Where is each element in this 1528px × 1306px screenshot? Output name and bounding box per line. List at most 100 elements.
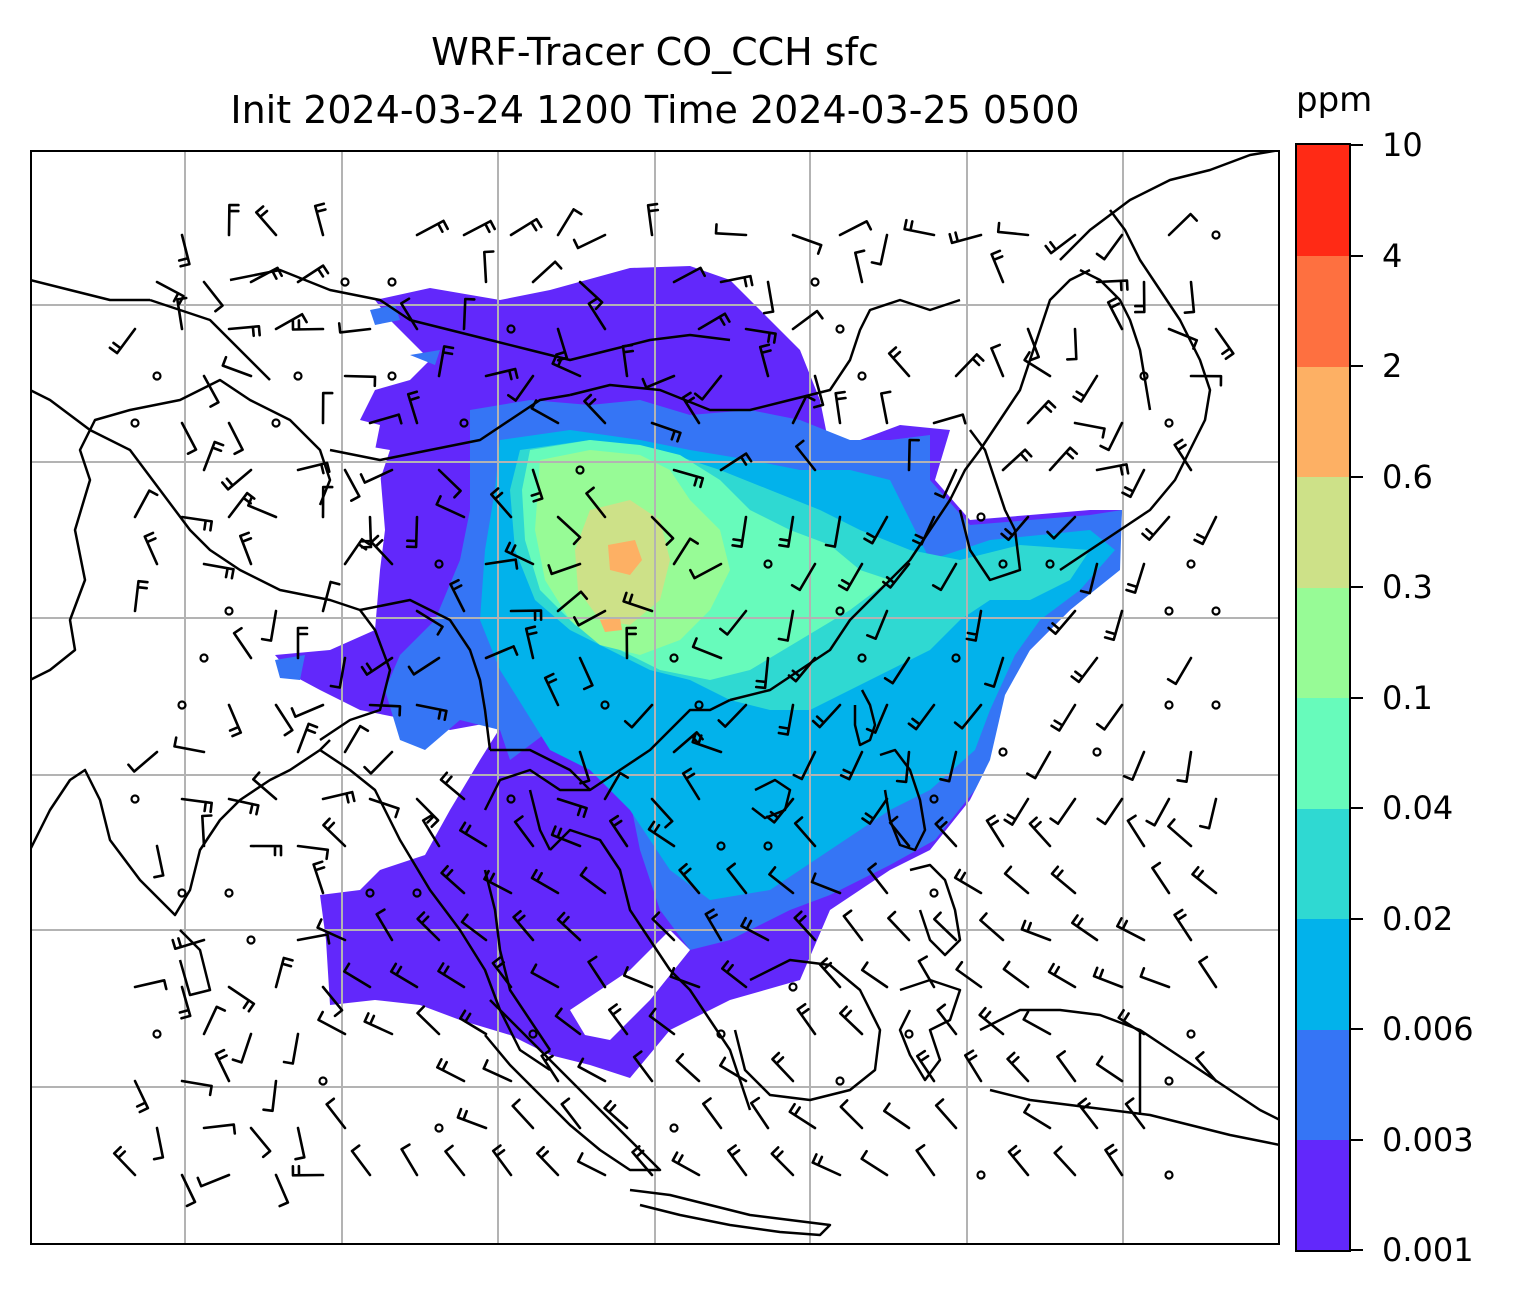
concentration-contour xyxy=(370,305,400,325)
wind-barb xyxy=(176,296,188,331)
wind-barb xyxy=(609,814,629,848)
wind-barb xyxy=(744,327,777,344)
wind-barb xyxy=(810,872,842,895)
wind-barb xyxy=(484,367,519,381)
wind-barb xyxy=(153,844,165,879)
calm-wind-circle xyxy=(318,1076,328,1086)
wind-barb xyxy=(990,249,1005,284)
wind-barb xyxy=(504,541,535,566)
wind-barb xyxy=(321,580,341,613)
wind-barb xyxy=(933,911,958,942)
calm-wind-circle xyxy=(976,1170,986,1180)
calm-wind-circle xyxy=(506,324,516,334)
wind-barb xyxy=(754,656,770,690)
wind-barb xyxy=(415,703,448,721)
wind-barb xyxy=(313,202,327,237)
wind-barb xyxy=(691,637,723,660)
coastline xyxy=(733,958,882,1102)
field-gap xyxy=(730,990,830,1085)
coastlines-borders xyxy=(30,150,1280,1237)
wind-barb xyxy=(1046,515,1077,540)
wind-barb xyxy=(1077,1097,1099,1130)
wind-barb xyxy=(996,221,1030,237)
calm-wind-circle xyxy=(976,512,986,522)
wind-barb xyxy=(907,438,920,472)
wind-barb xyxy=(888,815,911,848)
colorbar-segment xyxy=(1297,1139,1349,1250)
wind-barb xyxy=(531,260,563,284)
concentration-contour xyxy=(600,618,622,632)
wind-barb xyxy=(777,609,795,642)
wind-barb xyxy=(791,394,816,425)
wind-barb xyxy=(953,868,983,895)
wind-barb xyxy=(359,468,394,484)
wind-barb xyxy=(535,1145,560,1177)
wind-barb xyxy=(437,345,455,378)
coastline xyxy=(1059,150,1280,261)
wind-barb xyxy=(811,1153,842,1177)
wind-barb xyxy=(112,1145,137,1177)
wind-barb xyxy=(1056,1050,1077,1083)
calm-wind-circle xyxy=(434,1123,444,1133)
wind-barb xyxy=(641,374,676,389)
colorbar-unit: ppm xyxy=(1296,80,1373,120)
wind-barb xyxy=(337,322,372,334)
colorbar-tick-label: 0.001 xyxy=(1382,1231,1474,1269)
wind-barb xyxy=(895,750,911,784)
wind-barb xyxy=(274,956,294,989)
wind-barb xyxy=(1167,327,1199,350)
wind-barb xyxy=(955,960,983,989)
wind-barb xyxy=(887,346,911,378)
wind-barb xyxy=(1189,374,1223,387)
wind-barb xyxy=(934,468,958,499)
wind-barb xyxy=(1183,280,1196,314)
wind-barb xyxy=(813,374,825,409)
wind-barb xyxy=(750,1096,770,1130)
wind-barb xyxy=(482,1059,513,1083)
wind-barb xyxy=(214,1048,231,1083)
colorbar-segment xyxy=(1297,145,1349,257)
calm-wind-circle xyxy=(669,653,679,663)
calm-wind-circle xyxy=(130,794,140,804)
wind-barb xyxy=(440,865,466,895)
wind-barb xyxy=(1173,438,1193,472)
wind-barb xyxy=(296,844,330,861)
wind-barb xyxy=(622,591,654,613)
coastline xyxy=(329,393,571,462)
wind-barb xyxy=(400,297,419,331)
wind-barb xyxy=(180,515,213,532)
wind-barb xyxy=(623,703,654,729)
wind-barb xyxy=(691,732,723,754)
wind-barb xyxy=(948,231,983,245)
coastline xyxy=(490,748,591,791)
wind-barb xyxy=(934,816,958,848)
wind-barb xyxy=(1199,797,1218,830)
wind-barb xyxy=(842,909,864,942)
wind-barbs xyxy=(108,202,1235,1208)
wind-barb xyxy=(740,916,770,942)
wind-barb xyxy=(1122,750,1146,781)
wind-barb xyxy=(1099,421,1124,452)
wind-barb xyxy=(406,390,420,425)
wind-barb xyxy=(719,1056,748,1083)
wind-barb xyxy=(249,844,283,857)
wind-barb xyxy=(1117,1009,1146,1036)
wind-barb xyxy=(180,1173,197,1208)
concentration-field xyxy=(275,266,1122,1085)
wind-barb xyxy=(260,609,278,642)
coastline xyxy=(229,268,731,362)
calm-wind-circle xyxy=(835,324,845,334)
wind-barb xyxy=(931,562,958,592)
wind-barb xyxy=(1095,233,1124,261)
calm-wind-circle xyxy=(340,277,350,287)
calm-wind-circle xyxy=(1211,230,1221,240)
wind-barb xyxy=(1020,919,1052,942)
wind-barb xyxy=(578,280,604,311)
wind-barb xyxy=(343,724,370,754)
wind-barb xyxy=(350,1144,372,1177)
wind-barb xyxy=(317,1010,347,1036)
wind-barb xyxy=(1191,866,1218,895)
wind-barb xyxy=(530,868,560,895)
coastline xyxy=(629,1188,832,1237)
wind-barb xyxy=(239,531,253,566)
